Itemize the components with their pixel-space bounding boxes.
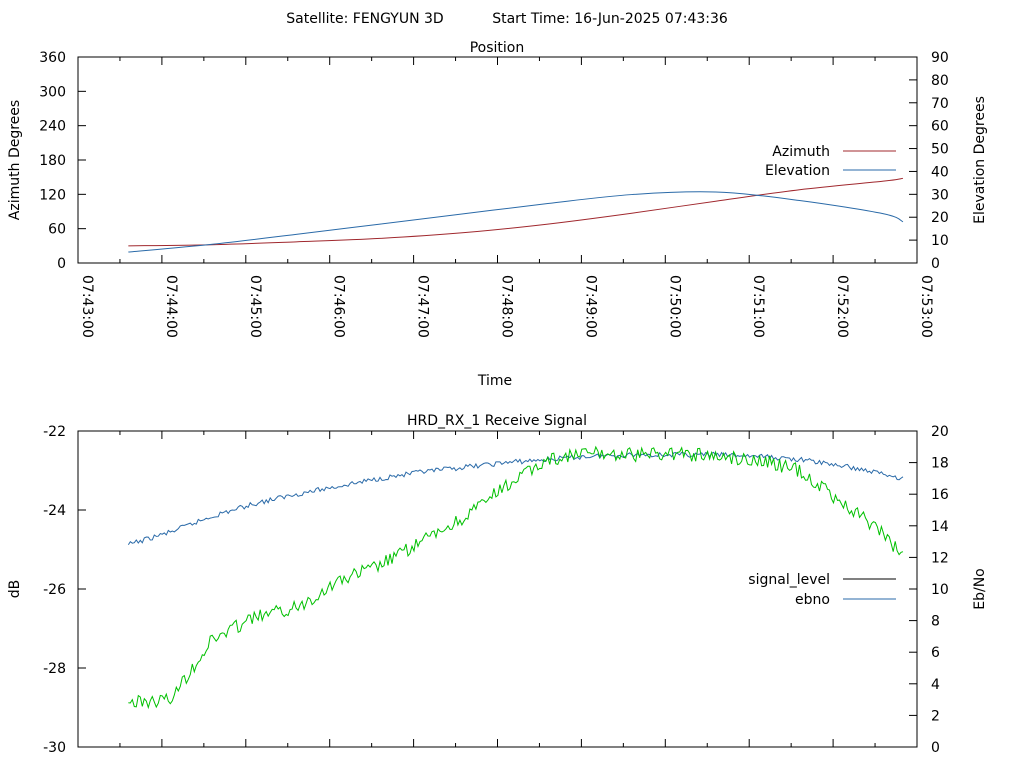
x-tick-label: 07:45:00 — [247, 275, 263, 338]
x-tick-label: 07:49:00 — [582, 275, 598, 338]
signal-trace-line — [128, 445, 904, 710]
y2-tick-label: 30 — [931, 187, 949, 203]
ebno-line — [127, 451, 904, 546]
y2-tick-label: 90 — [931, 50, 949, 66]
receive-chart-title: HRD_RX_1 Receive Signal — [407, 413, 587, 429]
y-tick-label: 60 — [48, 222, 66, 238]
y2-tick-label: 4 — [931, 677, 940, 693]
x-tick-label: 07:48:00 — [499, 275, 515, 338]
y-tick-label: 180 — [39, 153, 66, 169]
y2-tick-label: 70 — [931, 96, 949, 112]
y2-tick-label: 2 — [931, 708, 940, 724]
y2-tick-label: 18 — [931, 456, 949, 472]
position-chart-title: Position — [470, 40, 525, 56]
y-tick-label: -30 — [43, 740, 66, 756]
x-tick-label: 07:43:00 — [79, 275, 95, 338]
y2-tick-label: 80 — [931, 73, 949, 89]
y-tick-label: 240 — [39, 119, 66, 135]
y2-tick-label: 6 — [931, 645, 940, 661]
y-tick-label: 120 — [39, 187, 66, 203]
y2-tick-label: 16 — [931, 487, 949, 503]
x-tick-label: 07:46:00 — [331, 275, 347, 338]
x-tick-label: 07:52:00 — [834, 275, 850, 338]
x-tick-label: 07:53:00 — [918, 275, 934, 338]
legend-elevation-label: Elevation — [765, 163, 830, 179]
y-tick-label: -24 — [43, 503, 66, 519]
y2-tick-label: 0 — [931, 256, 940, 272]
y-tick-label: -28 — [43, 661, 66, 677]
position-chart: Position Azimuth Degrees Elevation Degre… — [7, 40, 988, 389]
y-tick-label: 0 — [57, 256, 66, 272]
ebno-axis-label: Eb/No — [972, 568, 988, 610]
y2-tick-label: 20 — [931, 210, 949, 226]
legend-signal-level-label: signal_level — [748, 572, 830, 588]
x-tick-label: 07:47:00 — [415, 275, 431, 338]
receive-plot-frame — [77, 430, 918, 748]
azimuth-axis-label: Azimuth Degrees — [7, 100, 23, 220]
elevation-axis-label: Elevation Degrees — [972, 96, 988, 224]
y2-tick-label: 50 — [931, 142, 949, 158]
receive-legend: signal_level ebno — [748, 572, 896, 608]
satellite-label: Satellite: FENGYUN 3D — [286, 11, 443, 27]
db-axis-label: dB — [7, 580, 23, 599]
position-plot-frame — [77, 56, 918, 264]
legend-azimuth-label: Azimuth — [772, 144, 830, 160]
receive-signal-chart: HRD_RX_1 Receive Signal dB Eb/No -30 -28 -… — [7, 413, 988, 756]
y-tick-label: 360 — [39, 50, 66, 66]
y2-tick-label: 12 — [931, 550, 949, 566]
position-legend: Azimuth Elevation — [765, 144, 896, 179]
y2-tick-label: 60 — [931, 119, 949, 135]
y2-tick-label: 40 — [931, 164, 949, 180]
x-tick-label: 07:51:00 — [750, 275, 766, 338]
time-axis-label: Time — [477, 373, 512, 389]
y2-tick-label: 0 — [931, 740, 940, 756]
azimuth-line — [128, 177, 904, 247]
x-tick-label: 07:44:00 — [163, 275, 179, 338]
elevation-line — [128, 191, 904, 253]
y-tick-label: -22 — [43, 424, 66, 440]
y2-tick-label: 14 — [931, 519, 949, 535]
start-time-label: Start Time: 16-Jun-2025 07:43:36 — [492, 11, 728, 27]
y-tick-label: -26 — [43, 582, 66, 598]
y2-tick-label: 20 — [931, 424, 949, 440]
y2-tick-label: 10 — [931, 233, 949, 249]
x-tick-label: 07:50:00 — [666, 275, 682, 338]
y-tick-label: 300 — [39, 84, 66, 100]
legend-ebno-label: ebno — [795, 592, 830, 608]
y2-tick-label: 8 — [931, 614, 940, 630]
y2-tick-label: 10 — [931, 582, 949, 598]
